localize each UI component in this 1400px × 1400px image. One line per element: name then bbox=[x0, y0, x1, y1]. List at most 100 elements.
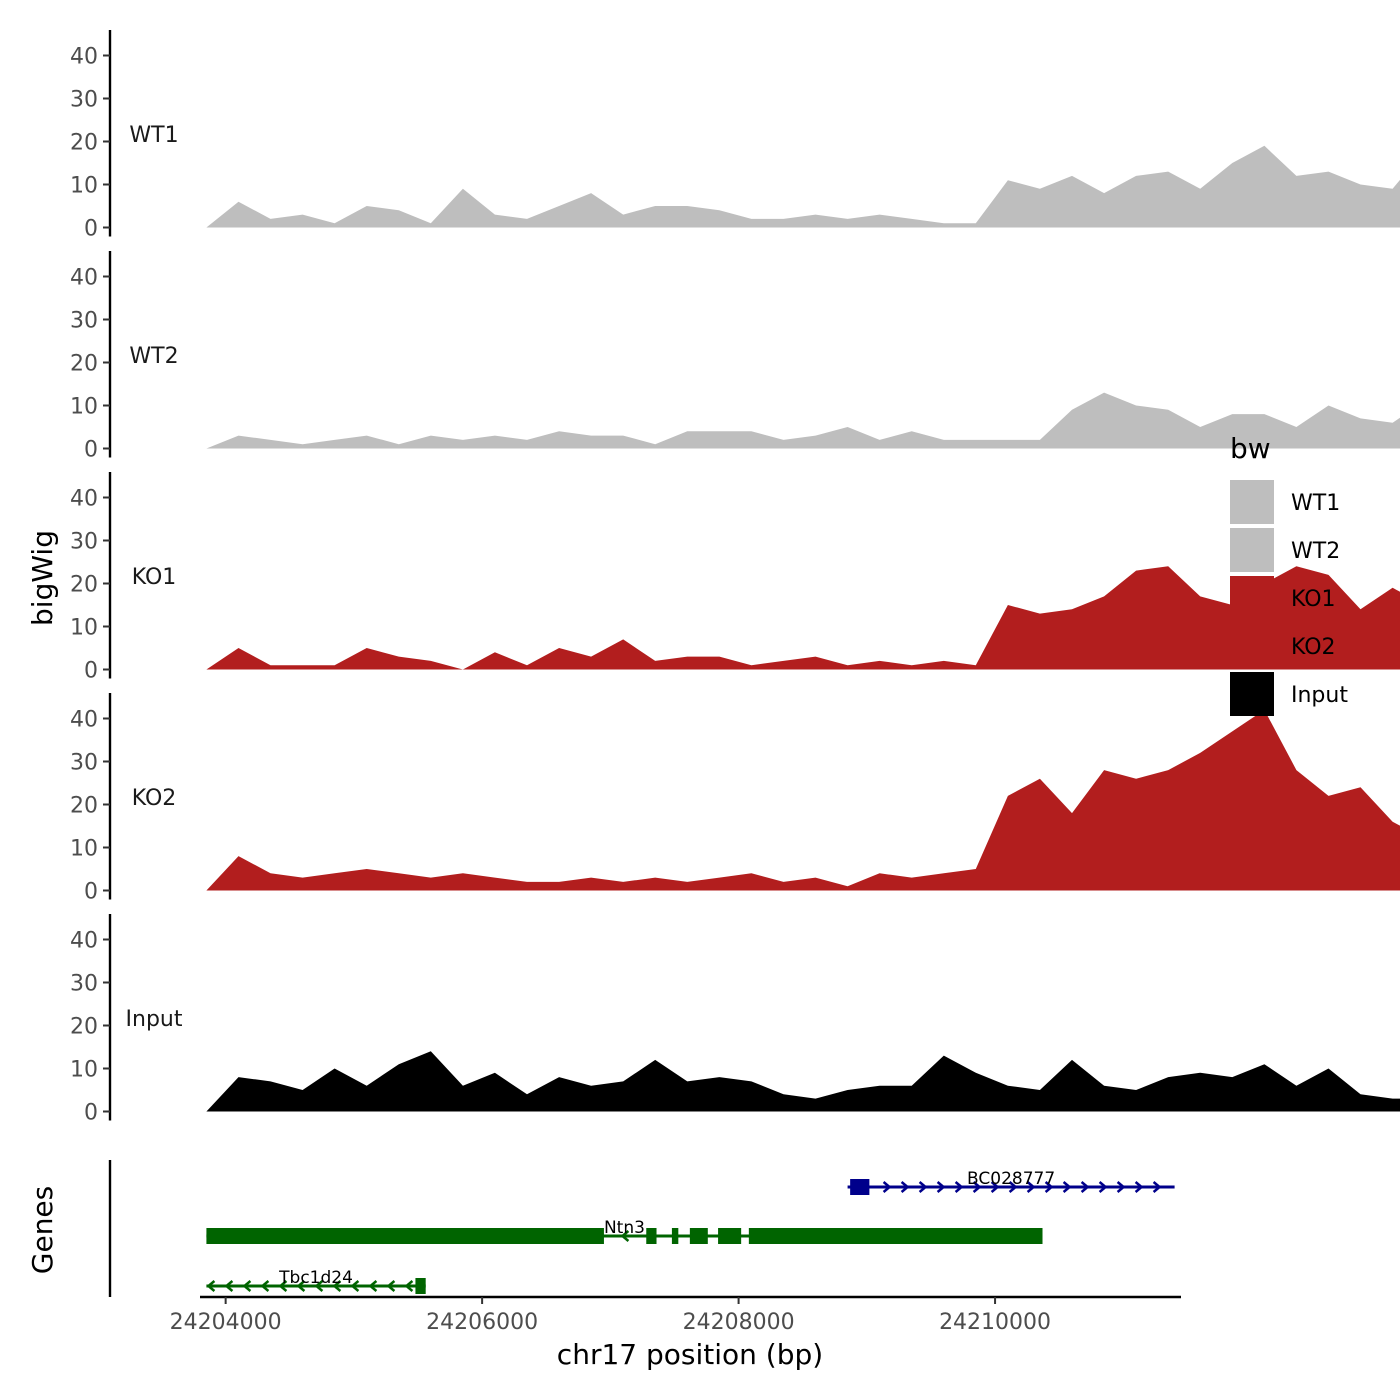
gene-ntn3: Ntn3 bbox=[206, 1218, 1043, 1244]
strand-arrow bbox=[332, 1280, 342, 1292]
gene-exon bbox=[646, 1228, 657, 1244]
strand-arrow bbox=[918, 1181, 928, 1193]
y-tick-label: 10 bbox=[70, 174, 98, 199]
gene-track: BC028777 Ntn3 Tbc1d24 bbox=[108, 1160, 1175, 1297]
x-tick-label: 24204000 bbox=[170, 1310, 282, 1335]
strand-arrow bbox=[404, 1280, 414, 1292]
track-label-ko1: KO1 bbox=[132, 565, 177, 590]
strand-arrow bbox=[936, 1181, 946, 1193]
gene-label: BC028777 bbox=[967, 1169, 1055, 1189]
y-tick-label: 10 bbox=[70, 1058, 98, 1083]
gene-label: Tbc1d24 bbox=[278, 1268, 353, 1288]
y-tick-label: 20 bbox=[70, 794, 98, 819]
gene-bc028777: BC028777 bbox=[847, 1169, 1175, 1195]
strand-arrow bbox=[350, 1280, 360, 1292]
y-tick-label: 40 bbox=[70, 266, 98, 291]
coverage-area-ko2 bbox=[206, 709, 1400, 891]
strand-arrow bbox=[242, 1280, 252, 1292]
strand-arrow bbox=[206, 1280, 216, 1292]
y-tick-label: 0 bbox=[84, 659, 98, 684]
x-axis: 24204000 24206000 24208000 24210000 bbox=[170, 1295, 1181, 1335]
y-tick-label: 40 bbox=[70, 487, 98, 512]
legend-title: bw bbox=[1230, 432, 1271, 465]
y-axis-title: bigWig bbox=[26, 530, 59, 626]
track-label-input: Input bbox=[126, 1007, 183, 1032]
y-tick-label: 0 bbox=[84, 1101, 98, 1126]
legend-label-wt1: WT1 bbox=[1291, 491, 1340, 516]
gene-label: Ntn3 bbox=[604, 1218, 645, 1238]
strand-arrow bbox=[1134, 1181, 1144, 1193]
y-tick-label: 40 bbox=[70, 708, 98, 733]
coverage-area-ko1 bbox=[206, 566, 1400, 670]
y-tick-label: 30 bbox=[70, 309, 98, 334]
legend-swatch-ko2 bbox=[1230, 624, 1274, 668]
legend-label-ko1: KO1 bbox=[1291, 587, 1336, 612]
strand-arrow bbox=[224, 1280, 234, 1292]
coverage-area-wt2 bbox=[206, 392, 1400, 449]
gene-exon bbox=[206, 1228, 604, 1244]
strand-arrow bbox=[1098, 1181, 1108, 1193]
gene-exon bbox=[850, 1179, 870, 1195]
y-tick-label: 30 bbox=[70, 88, 98, 113]
strand-arrow bbox=[1080, 1181, 1090, 1193]
strand-arrow bbox=[1008, 1181, 1018, 1193]
legend-swatch-ko1 bbox=[1230, 576, 1274, 620]
track-panel-ko1: 0 10 20 30 40 KO1 bbox=[70, 472, 1400, 684]
legend-label-wt2: WT2 bbox=[1291, 539, 1340, 564]
track-panel-wt1: 0 10 20 30 40 WT1 bbox=[70, 30, 1400, 242]
track-label-wt2: WT2 bbox=[129, 344, 178, 369]
x-tick-label: 24206000 bbox=[426, 1310, 538, 1335]
y-tick-label: 10 bbox=[70, 395, 98, 420]
genes-track-title: Genes bbox=[26, 1186, 59, 1274]
strand-arrow bbox=[1044, 1181, 1054, 1193]
legend-swatch-wt1 bbox=[1230, 480, 1274, 524]
strand-arrow bbox=[386, 1280, 396, 1292]
gene-exon bbox=[671, 1228, 679, 1244]
coverage-area-wt1 bbox=[206, 145, 1400, 228]
legend-swatch-wt2 bbox=[1230, 528, 1274, 572]
y-tick-label: 0 bbox=[84, 880, 98, 905]
x-tick-label: 24208000 bbox=[683, 1310, 795, 1335]
y-tick-label: 30 bbox=[70, 751, 98, 776]
strand-arrow bbox=[260, 1280, 270, 1292]
strand-arrow bbox=[972, 1181, 982, 1193]
strand-arrow bbox=[314, 1280, 324, 1292]
strand-arrow bbox=[1026, 1181, 1036, 1193]
y-tick-label: 40 bbox=[70, 45, 98, 70]
track-label-ko2: KO2 bbox=[132, 786, 177, 811]
track-panel-input: 0 10 20 30 40 Input bbox=[70, 914, 1400, 1126]
y-tick-label: 40 bbox=[70, 929, 98, 954]
legend-label-ko2: KO2 bbox=[1291, 635, 1336, 660]
y-tick-label: 10 bbox=[70, 616, 98, 641]
strand-arrow bbox=[296, 1280, 306, 1292]
legend-swatch-input bbox=[1230, 672, 1274, 716]
y-tick-label: 20 bbox=[70, 131, 98, 156]
strand-arrow bbox=[1152, 1181, 1162, 1193]
y-tick-label: 0 bbox=[84, 217, 98, 242]
legend: bw WT1 WT2 KO1 KO2 Input bbox=[1230, 432, 1348, 716]
strand-arrow bbox=[1062, 1181, 1072, 1193]
y-tick-label: 20 bbox=[70, 573, 98, 598]
y-tick-label: 20 bbox=[70, 352, 98, 377]
gene-tbc1d24: Tbc1d24 bbox=[206, 1268, 426, 1294]
x-axis-title: chr17 position (bp) bbox=[557, 1338, 823, 1371]
gene-exon bbox=[415, 1278, 426, 1294]
strand-arrow bbox=[278, 1280, 288, 1292]
strand-arrow bbox=[1116, 1181, 1126, 1193]
strand-arrow bbox=[954, 1181, 964, 1193]
coverage-area-input bbox=[206, 1051, 1400, 1112]
coverage-panels: 0 10 20 30 40 WT1 0 10 20 30 40 WT2 0 10 20 30 40 KO1 0 10 2… bbox=[70, 30, 1400, 1126]
track-label-wt1: WT1 bbox=[129, 123, 178, 148]
gene-exon bbox=[689, 1228, 708, 1244]
x-tick-label: 24210000 bbox=[939, 1310, 1051, 1335]
y-tick-label: 30 bbox=[70, 530, 98, 555]
strand-arrow bbox=[368, 1280, 378, 1292]
y-tick-label: 0 bbox=[84, 438, 98, 463]
legend-label-input: Input bbox=[1291, 683, 1348, 708]
track-panel-ko2: 0 10 20 30 40 KO2 bbox=[70, 693, 1400, 905]
strand-arrow bbox=[882, 1181, 892, 1193]
gene-exon bbox=[748, 1228, 1043, 1244]
strand-arrow bbox=[620, 1230, 630, 1242]
y-tick-label: 20 bbox=[70, 1015, 98, 1040]
